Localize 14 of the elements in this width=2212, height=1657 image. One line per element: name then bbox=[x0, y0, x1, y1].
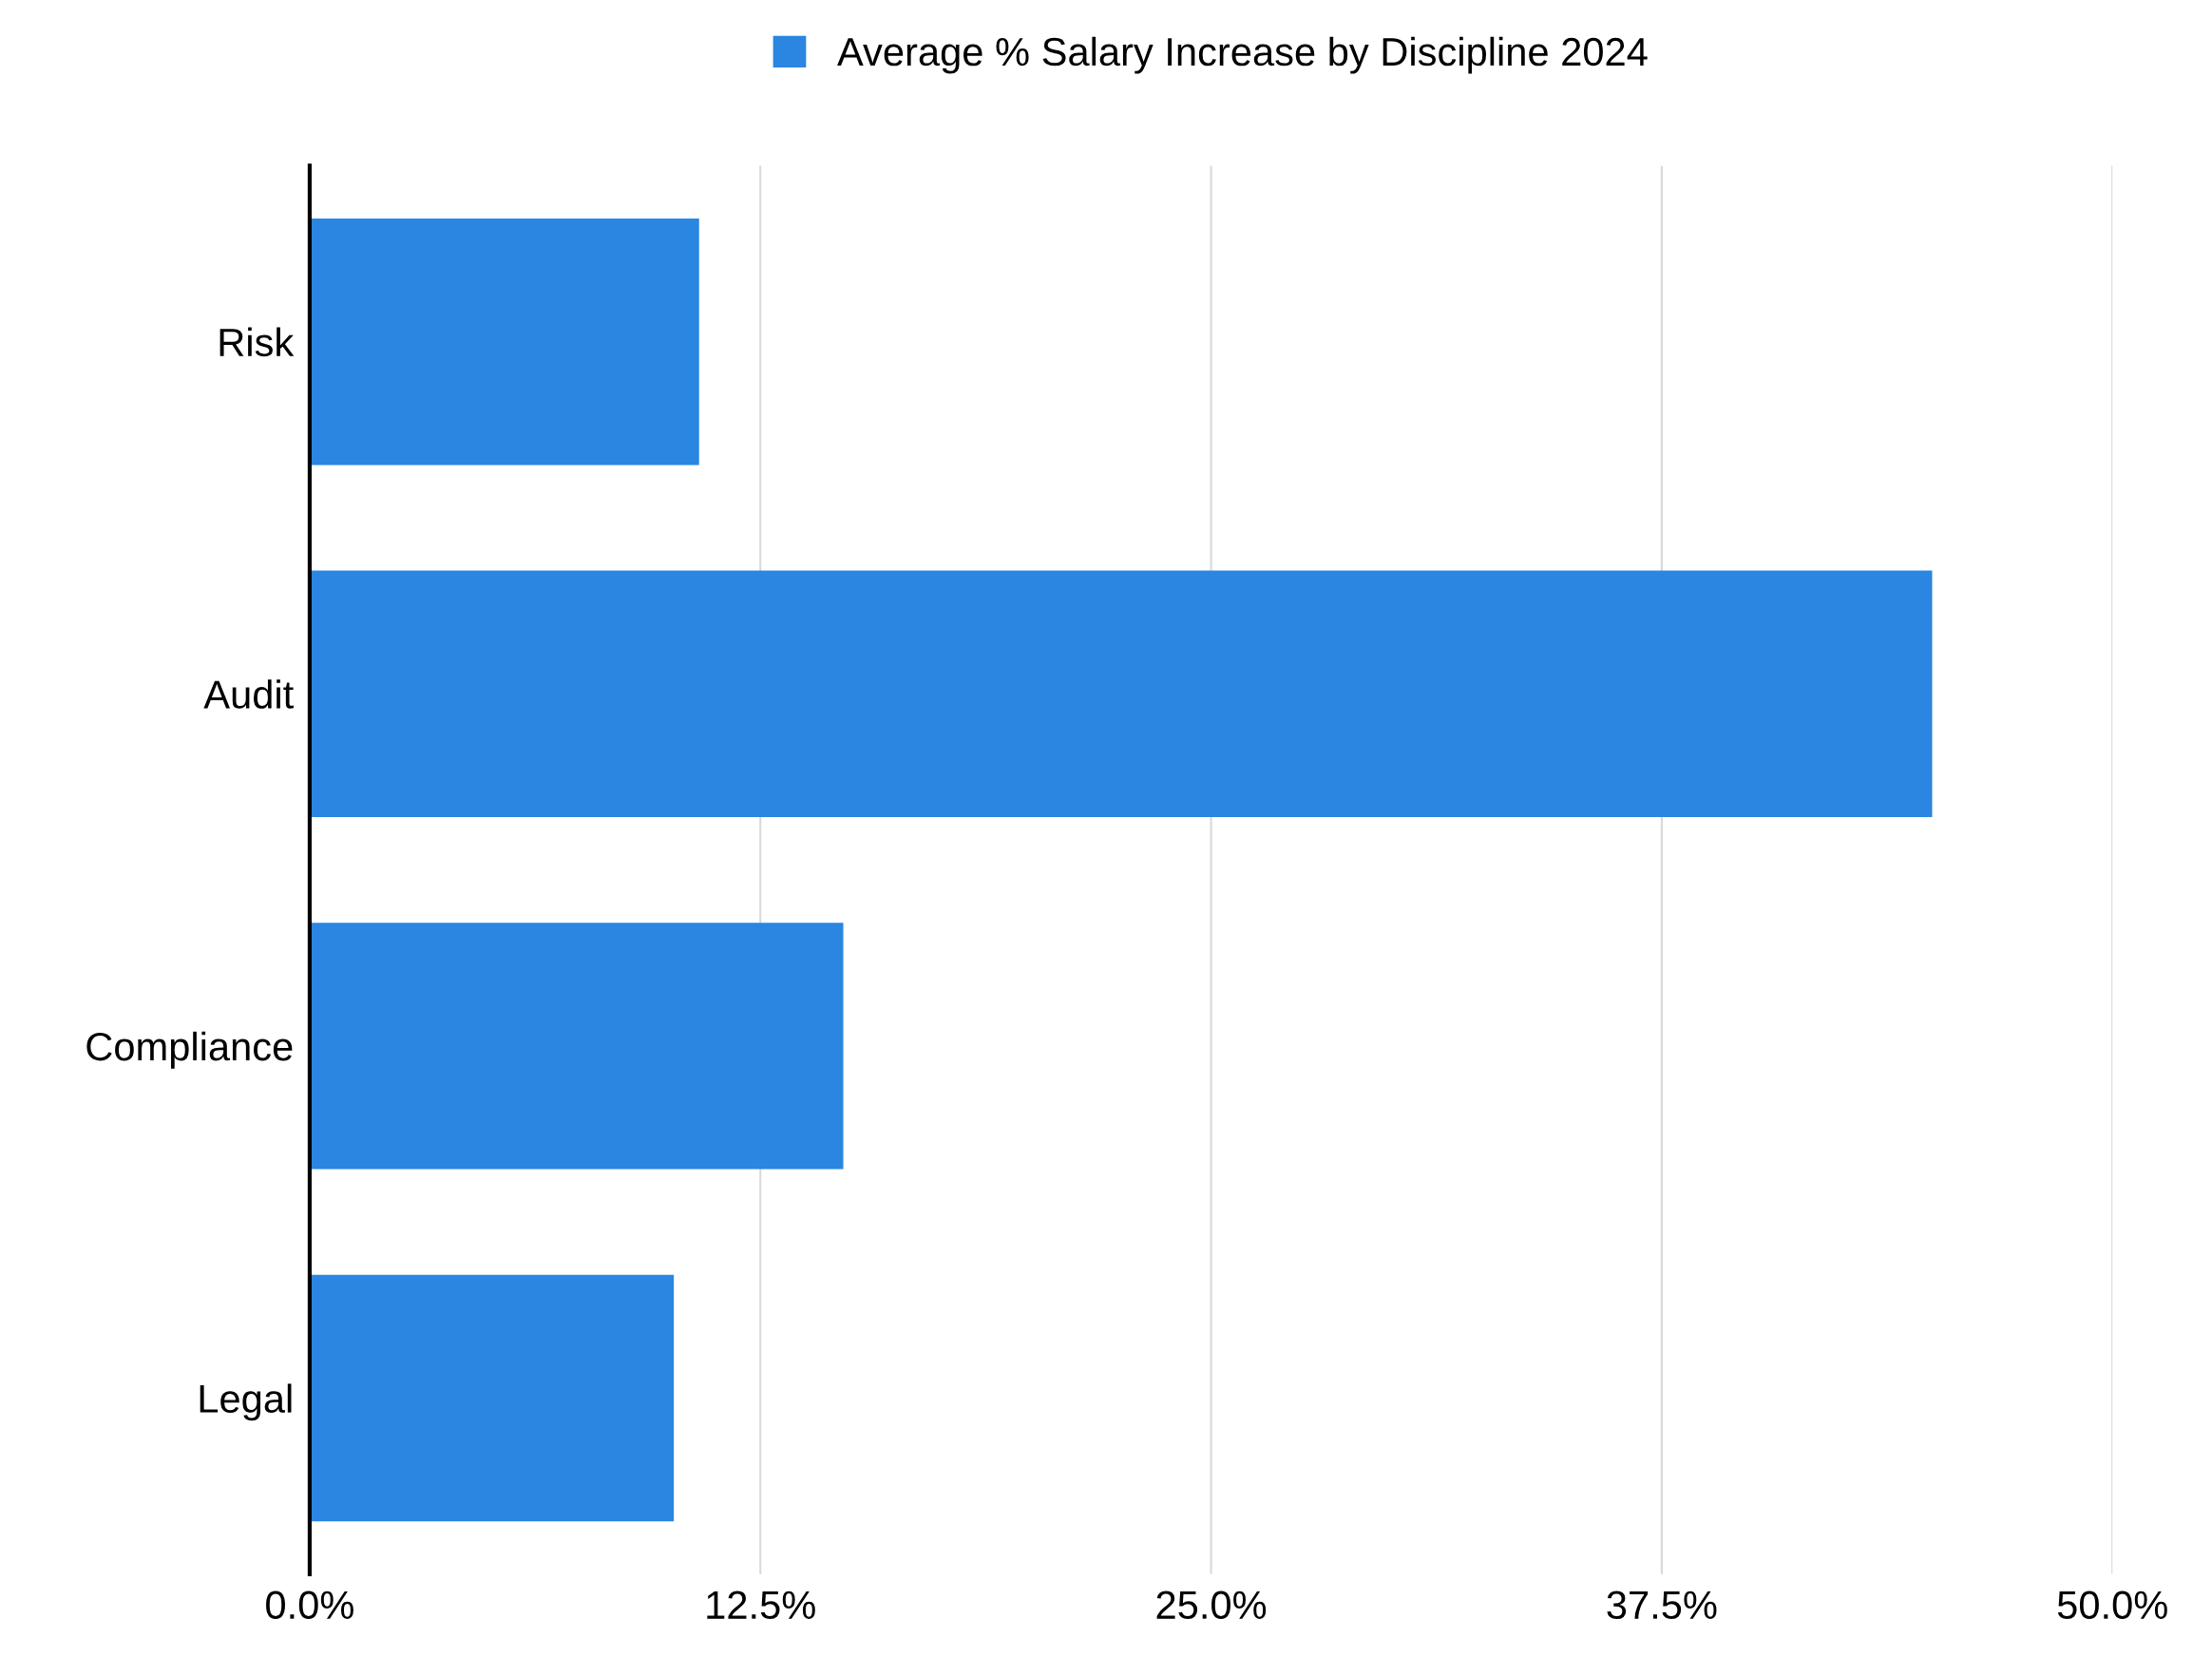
y-tick-label: Legal bbox=[200, 1383, 292, 1421]
bar bbox=[309, 1274, 675, 1522]
y-tick-label: Audit bbox=[203, 679, 294, 709]
bar bbox=[309, 570, 1933, 818]
x-tick-label: 25.0% bbox=[1156, 1590, 1267, 1620]
x-tick-label: 12.5% bbox=[707, 1590, 815, 1620]
x-tick-label: 37.5% bbox=[1607, 1590, 1717, 1620]
legend-label: Average % Salary Increase by Discipline 2024 bbox=[837, 36, 1648, 74]
x-tick-label: 50.0% bbox=[2057, 1590, 2167, 1620]
bar bbox=[309, 923, 844, 1170]
y-tick-label: Risk bbox=[219, 327, 295, 357]
x-tick-label: 0.0% bbox=[266, 1590, 353, 1620]
bar bbox=[309, 218, 699, 466]
y-tick-label: Compliance bbox=[86, 1031, 293, 1069]
